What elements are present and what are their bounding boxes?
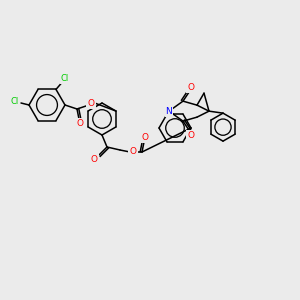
Text: N: N [166,106,172,116]
Text: Cl: Cl [11,98,19,106]
Text: O: O [130,148,136,157]
Text: O: O [142,133,148,142]
Text: O: O [188,130,194,140]
Text: Cl: Cl [61,74,69,83]
Text: O: O [76,119,83,128]
Text: O: O [88,98,94,107]
Text: O: O [188,82,194,91]
Text: O: O [91,154,98,164]
